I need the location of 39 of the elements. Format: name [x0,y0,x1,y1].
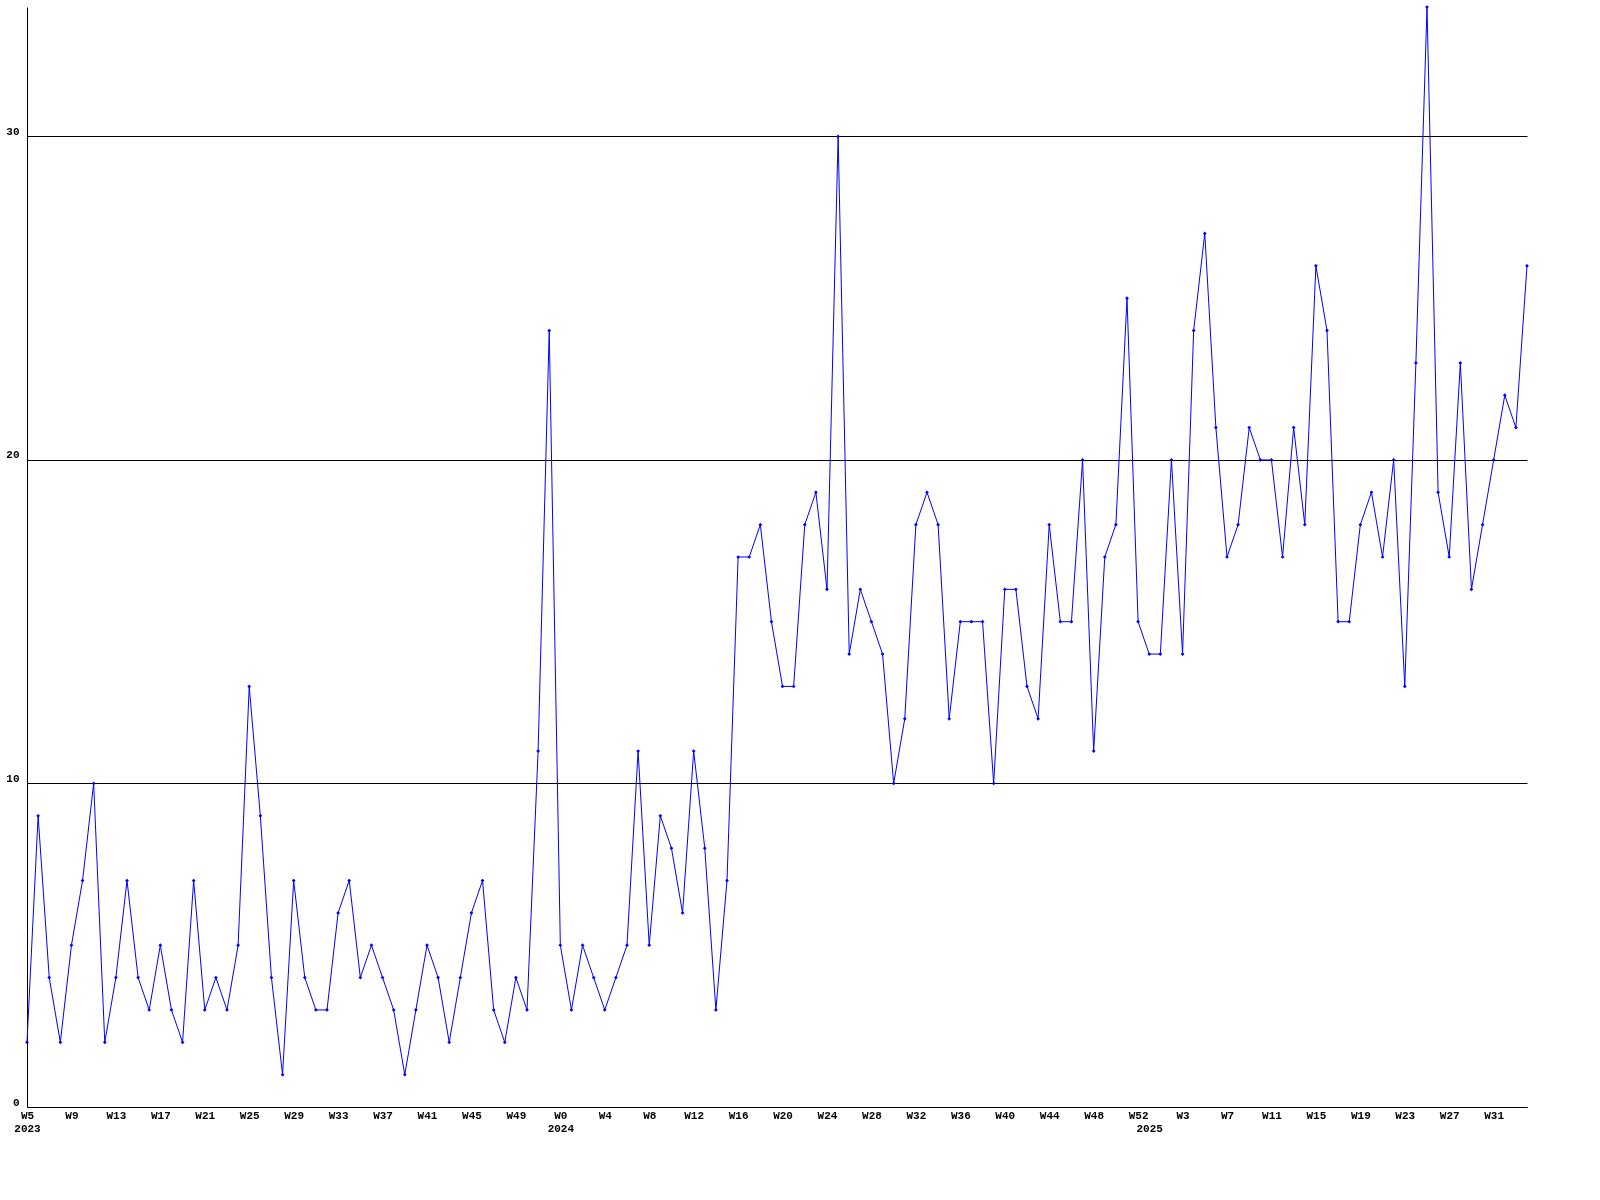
x-tick-label: W13 [106,1109,127,1122]
x-tick-label: W17 [150,1109,171,1122]
x-tick-label: W45 [462,1109,483,1122]
x-tick-label: W49 [506,1109,527,1122]
x-tick-label: W0 2024 [547,1109,575,1135]
y-tick-label: 0 [12,1096,20,1109]
x-tick-label: W32 [906,1109,927,1122]
x-tick-label: W27 [1439,1109,1460,1122]
x-tick-label: W28 [862,1109,883,1122]
x-tick-label: W5 2023 [14,1109,42,1135]
x-tick-label: W41 [417,1109,438,1122]
x-tick-label: W29 [284,1109,305,1122]
x-tick-label: W25 [239,1109,261,1122]
x-tick-label: W37 [373,1109,393,1122]
x-tick-label: W16 [728,1109,749,1122]
x-tick-label: W9 [65,1109,79,1122]
x-tick-label: W48 [1084,1109,1105,1122]
x-tick-label: W15 [1306,1109,1327,1122]
x-tick-label: W44 [1039,1109,1061,1122]
x-tick-label: W12 [684,1109,705,1122]
x-tick-label: W33 [328,1109,349,1122]
y-tick-label: 10 [6,772,20,785]
x-tick-label: W4 [598,1109,613,1122]
y-tick-label: 30 [6,125,20,138]
x-tick-label: W31 [1484,1109,1505,1122]
x-tick-label: W3 [1176,1109,1191,1122]
x-tick-label: W19 [1350,1109,1371,1122]
x-tick-label: W21 [195,1109,216,1122]
x-tick-label: W24 [817,1109,838,1122]
x-tick-label: W8 [643,1109,657,1122]
x-tick-label: W23 [1395,1109,1416,1122]
x-tick-label: W7 [1220,1109,1235,1122]
x-tick-label: W36 [950,1109,971,1122]
x-tick-label: W20 [773,1109,793,1122]
x-tick-label: W52 [1128,1109,1149,1122]
x-tick-label: W40 [995,1109,1016,1122]
y-tick-label: 20 [6,449,20,462]
x-tick-label: W11 [1262,1109,1283,1122]
x-tick-label: 2025 [1136,1122,1164,1135]
